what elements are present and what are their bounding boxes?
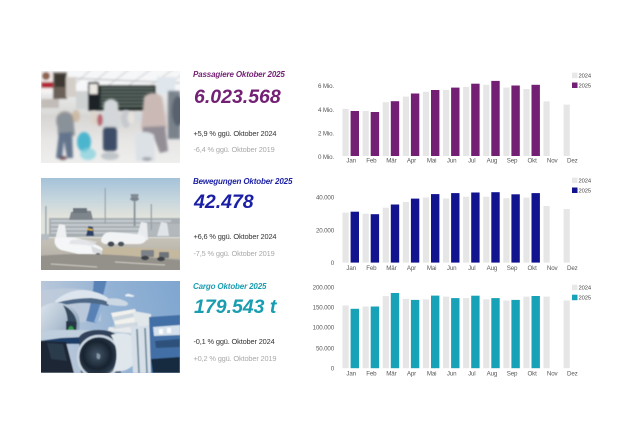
svg-text:50.000: 50.000 [316, 345, 335, 352]
svg-text:Jun: Jun [447, 370, 457, 377]
svg-text:0: 0 [331, 260, 335, 267]
svg-text:Jan: Jan [346, 158, 356, 165]
svg-text:Nov: Nov [547, 265, 559, 272]
svg-text:2024: 2024 [579, 179, 592, 185]
svg-text:Apr: Apr [407, 265, 416, 272]
svg-text:200.000: 200.000 [313, 284, 335, 291]
svg-text:Jun: Jun [447, 265, 457, 272]
svg-text:Mai: Mai [427, 265, 437, 272]
svg-text:Jan: Jan [346, 370, 356, 377]
svg-text:100.000: 100.000 [313, 325, 335, 332]
svg-text:Aug: Aug [487, 265, 498, 272]
svg-text:20.000: 20.000 [316, 227, 335, 234]
svg-text:Jul: Jul [468, 158, 475, 165]
svg-text:Mär: Mär [386, 265, 396, 272]
svg-text:Apr: Apr [407, 370, 416, 377]
svg-text:Dez: Dez [567, 265, 578, 272]
svg-text:2024: 2024 [579, 74, 592, 80]
svg-text:6 Mio.: 6 Mio. [318, 83, 334, 90]
svg-text:2025: 2025 [579, 296, 592, 302]
svg-text:Aug: Aug [487, 158, 498, 165]
svg-text:Feb: Feb [366, 370, 377, 377]
svg-text:Feb: Feb [366, 158, 377, 165]
svg-text:Mai: Mai [427, 370, 437, 377]
svg-text:0 Mio.: 0 Mio. [318, 154, 334, 161]
svg-text:Apr: Apr [407, 158, 416, 165]
svg-text:40.000: 40.000 [316, 195, 335, 202]
svg-text:Okt: Okt [528, 370, 538, 377]
svg-text:Mär: Mär [386, 158, 396, 165]
svg-text:Nov: Nov [547, 370, 559, 377]
svg-text:Sep: Sep [507, 265, 518, 272]
svg-text:Feb: Feb [366, 265, 377, 272]
svg-text:Jan: Jan [346, 265, 356, 272]
svg-text:Jun: Jun [447, 158, 457, 165]
svg-text:2024: 2024 [579, 286, 592, 292]
svg-text:Mär: Mär [386, 370, 396, 377]
svg-text:Aug: Aug [487, 370, 498, 377]
svg-text:Dez: Dez [567, 370, 578, 377]
svg-text:Okt: Okt [528, 158, 538, 165]
svg-text:150.000: 150.000 [313, 304, 335, 311]
svg-text:Jul: Jul [468, 265, 475, 272]
svg-text:2025: 2025 [579, 188, 592, 194]
svg-text:0: 0 [331, 365, 335, 372]
svg-text:Nov: Nov [547, 158, 559, 165]
svg-text:2 Mio.: 2 Mio. [318, 130, 334, 137]
svg-text:Sep: Sep [507, 158, 518, 165]
svg-text:4 Mio.: 4 Mio. [318, 107, 334, 114]
svg-text:Okt: Okt [528, 265, 538, 272]
svg-text:Sep: Sep [507, 370, 518, 377]
svg-text:2025: 2025 [579, 83, 592, 89]
svg-text:Mai: Mai [427, 158, 437, 165]
svg-text:Jul: Jul [468, 370, 475, 377]
svg-text:Dez: Dez [567, 158, 578, 165]
